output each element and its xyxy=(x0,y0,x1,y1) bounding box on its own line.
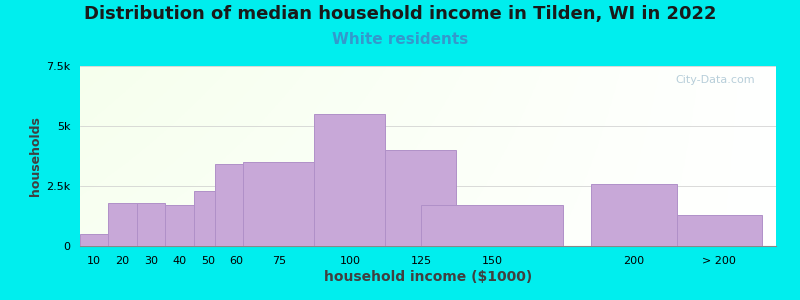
Text: City-Data.com: City-Data.com xyxy=(675,75,755,85)
Bar xyxy=(421,205,563,246)
Bar xyxy=(677,215,762,246)
Bar xyxy=(109,203,137,246)
Text: White residents: White residents xyxy=(332,32,468,46)
Text: Distribution of median household income in Tilden, WI in 2022: Distribution of median household income … xyxy=(84,4,716,22)
Bar xyxy=(314,114,386,246)
Bar xyxy=(137,203,166,246)
Bar xyxy=(591,184,677,246)
Bar xyxy=(194,191,222,246)
Bar xyxy=(80,234,109,246)
Bar xyxy=(386,150,457,246)
Bar xyxy=(215,164,258,246)
X-axis label: household income ($1000): household income ($1000) xyxy=(324,270,532,284)
Bar xyxy=(166,205,194,246)
Bar xyxy=(243,162,314,246)
Y-axis label: households: households xyxy=(29,116,42,196)
